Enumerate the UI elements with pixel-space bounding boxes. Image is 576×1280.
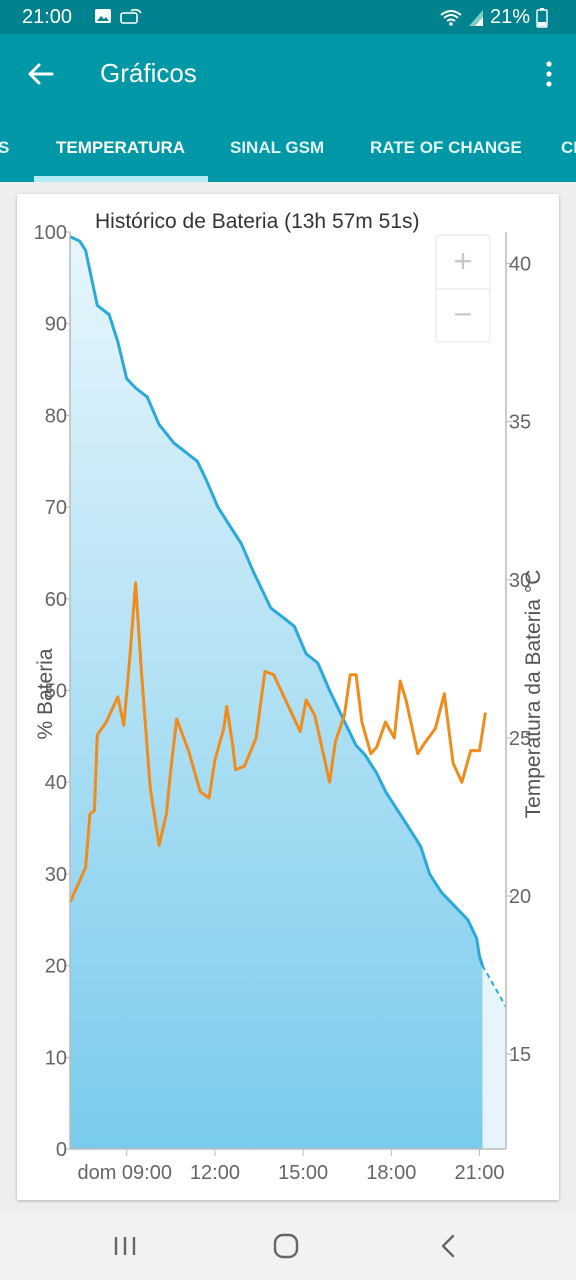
status-time: 21:00 — [22, 6, 73, 28]
battery-line — [69, 235, 484, 967]
system-nav-bar — [0, 1212, 576, 1280]
y2-tick-label: 40 — [509, 254, 531, 276]
more-vert-icon[interactable] — [540, 56, 558, 92]
y-tick-label: 60 — [45, 589, 67, 611]
battery-percent: 21% — [489, 6, 530, 28]
y-tick-label: 30 — [45, 864, 67, 886]
status-bar: 21:00 21% — [0, 0, 576, 34]
home-icon[interactable] — [266, 1230, 306, 1262]
y-tick-label: 40 — [45, 772, 67, 794]
tab-temperatura[interactable]: TEMPERATURA — [56, 138, 186, 157]
tab-indicator — [34, 176, 208, 182]
y-tick-label: 0 — [56, 1139, 67, 1161]
zoom-out-button[interactable]: − — [454, 296, 473, 332]
back-nav-icon[interactable] — [428, 1230, 468, 1262]
arrow-left-icon[interactable] — [22, 56, 58, 92]
tab-partial-right[interactable]: CI — [561, 138, 576, 157]
signal-icon — [468, 9, 483, 26]
tab-rate-of-change[interactable]: RATE OF CHANGE — [370, 138, 522, 157]
x-tick-label: 12:00 — [190, 1162, 240, 1184]
y2-tick-label: 30 — [509, 570, 531, 592]
chart-title: Histórico de Bateria (13h 57m 51s) — [95, 210, 420, 233]
y-tick-label: 90 — [45, 314, 67, 336]
y-tick-label: 70 — [45, 497, 67, 519]
y-tick-label: 10 — [45, 1047, 67, 1069]
y2-axis-label: Temperatura da Bateria °C — [522, 570, 545, 819]
battery-history-chart[interactable]: 0 10 20 30 40 50 60 70 80 90 100 15 20 25 30 35 40 dom 09… — [17, 194, 559, 1200]
recent-apps-icon[interactable] — [105, 1230, 145, 1262]
y2-tick-label: 35 — [509, 412, 531, 434]
x-tick-label: dom 09:00 — [77, 1162, 172, 1184]
y2-tick-label: 15 — [509, 1044, 531, 1066]
y-tick-label: 80 — [45, 405, 67, 427]
zoom-in-button[interactable]: + — [454, 243, 473, 279]
y2-tick-label: 20 — [509, 886, 531, 908]
page-title: Gráficos — [100, 58, 197, 88]
zoom-controls: + − — [435, 234, 491, 343]
battery-projection-line — [481, 965, 507, 1008]
temperature-line — [68, 581, 487, 904]
tab-partial-left[interactable]: S — [0, 138, 10, 157]
y-tick-label: 20 — [45, 956, 67, 978]
tab-bar: S TEMPERATURA SINAL GSM RATE OF CHANGE C… — [0, 114, 576, 182]
battery-area — [70, 236, 483, 1150]
y-tick-label: 100 — [34, 222, 67, 244]
image-icon — [95, 9, 111, 23]
tab-sinal-gsm[interactable]: SINAL GSM — [230, 138, 325, 157]
x-tick-label: 21:00 — [455, 1162, 505, 1184]
y-tick-label: 50 — [45, 681, 67, 703]
wifi-icon — [440, 9, 462, 26]
battery-icon — [536, 7, 548, 28]
chart-card: 0 10 20 30 40 50 60 70 80 90 100 15 20 25 30 35 40 dom 09… — [17, 194, 559, 1200]
notification-icon — [120, 8, 142, 24]
app-bar: Gráficos — [0, 34, 576, 114]
y2-tick-label: 25 — [509, 728, 531, 750]
y-axis-label: % Bateria — [34, 648, 57, 739]
status-right: 21% — [440, 6, 548, 29]
battery-projection-area — [482, 965, 506, 1149]
x-tick-label: 15:00 — [278, 1162, 328, 1184]
status-left-icons — [94, 7, 142, 25]
x-tick-label: 18:00 — [366, 1162, 416, 1184]
